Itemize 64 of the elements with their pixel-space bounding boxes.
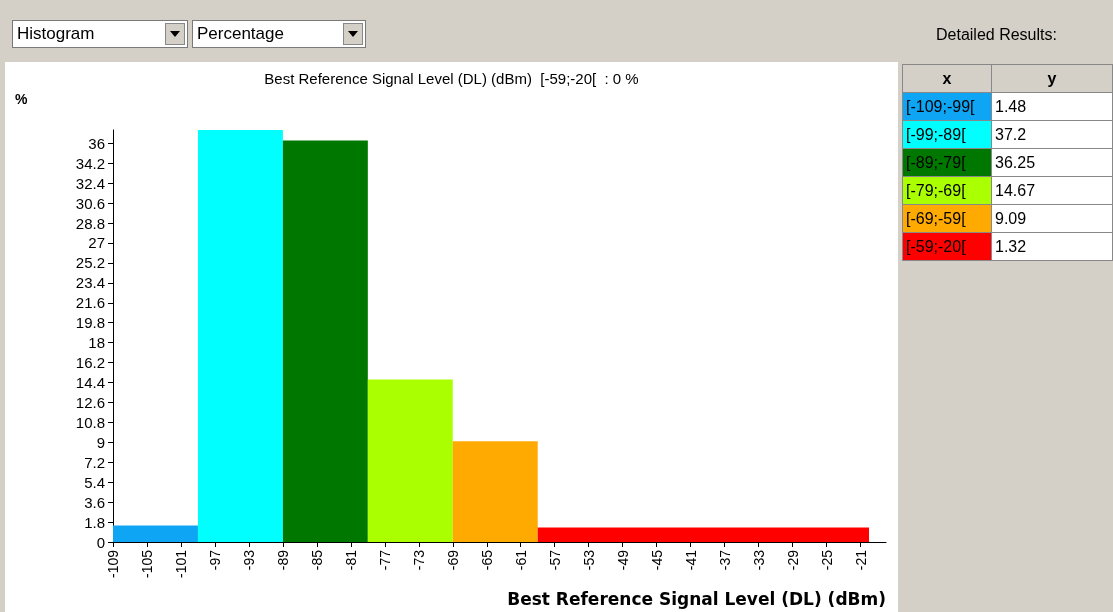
y-tick-label: 36 <box>88 134 105 152</box>
category-label: [-109;-99[ <box>902 92 992 121</box>
y-tick-label: 28.8 <box>75 214 105 232</box>
x-tick-label: -81 <box>342 549 359 571</box>
y-tick-label: 1.8 <box>84 513 105 531</box>
category-label: [-99;-89[ <box>902 120 992 149</box>
x-tick-label: -33 <box>750 549 767 571</box>
y-tick-label: 32.4 <box>75 174 105 192</box>
data-label: 14.67 <box>991 176 1113 205</box>
x-tick-label: -105 <box>138 549 155 579</box>
x-tick-label: -77 <box>376 549 393 571</box>
text: Histogram <box>17 24 95 43</box>
text: Percentage <box>197 24 284 43</box>
text: Detailed Results: <box>936 26 1057 44</box>
x-tick-label: -25 <box>818 549 835 571</box>
y-tick-label: 16.2 <box>75 354 105 372</box>
x-tick-label: -85 <box>308 549 325 571</box>
data-label: 9.09 <box>991 204 1113 233</box>
y-tick-label: 5.4 <box>84 473 105 491</box>
y-tick-label: 9 <box>96 433 105 451</box>
data-label: 36.25 <box>991 148 1113 177</box>
x-tick-label: -89 <box>274 549 291 571</box>
x-tick-label: -45 <box>648 549 665 571</box>
y-tick-label: 7.2 <box>84 453 105 471</box>
y-tick-label: 27 <box>88 234 105 252</box>
x-tick-label: -109 <box>105 549 121 579</box>
x-tick-label: -61 <box>512 549 529 571</box>
x-tick-label: -37 <box>716 549 733 571</box>
text: y <box>991 64 1113 93</box>
y-tick-label: 10.8 <box>75 413 105 431</box>
text: x <box>902 64 992 93</box>
category-label: [-59;-20[ <box>902 232 992 261</box>
y-tick-label: 3.6 <box>84 493 105 511</box>
y-axis-title: % <box>15 91 28 107</box>
y-tick-label: 30.6 <box>75 194 105 212</box>
x-tick-label: -49 <box>614 549 631 571</box>
x-tick-label: -73 <box>410 549 427 571</box>
data-label: 1.32 <box>991 232 1113 261</box>
category-label: [-79;-69[ <box>902 176 992 205</box>
y-tick-label: 23.4 <box>75 274 105 292</box>
x-axis-title: Best Reference Signal Level (DL) (dBm) <box>507 588 886 609</box>
y-tick-label: 19.8 <box>75 314 105 332</box>
y-tick-label: 18 <box>88 334 105 352</box>
x-tick-label: -97 <box>206 549 223 571</box>
x-tick-label: -21 <box>852 549 869 571</box>
y-tick-label: 25.2 <box>75 254 105 272</box>
chart-title: Best Reference Signal Level (DL) (dBm) [-59;-20[ : 0 % <box>264 70 639 87</box>
category-label: [-69;-59[ <box>902 204 992 233</box>
data-label: 37.2 <box>991 120 1113 149</box>
y-tick-label: 14.4 <box>75 374 105 392</box>
y-tick-label: 34.2 <box>75 154 105 172</box>
x-tick-label: -53 <box>580 549 597 571</box>
y-tick-label: 12.6 <box>75 393 105 411</box>
category-label: [-89;-79[ <box>902 148 992 177</box>
x-tick-label: -69 <box>444 549 461 571</box>
x-tick-label: -41 <box>682 549 699 571</box>
x-tick-label: -29 <box>784 549 801 571</box>
x-tick-label: -57 <box>546 549 563 571</box>
x-tick-label: -101 <box>172 549 189 579</box>
x-tick-label: -65 <box>478 549 495 571</box>
y-tick-label: 21.6 <box>75 294 105 312</box>
data-label: 1.48 <box>991 92 1113 121</box>
y-tick-label: 0 <box>96 533 105 551</box>
x-tick-label: -93 <box>240 549 257 571</box>
